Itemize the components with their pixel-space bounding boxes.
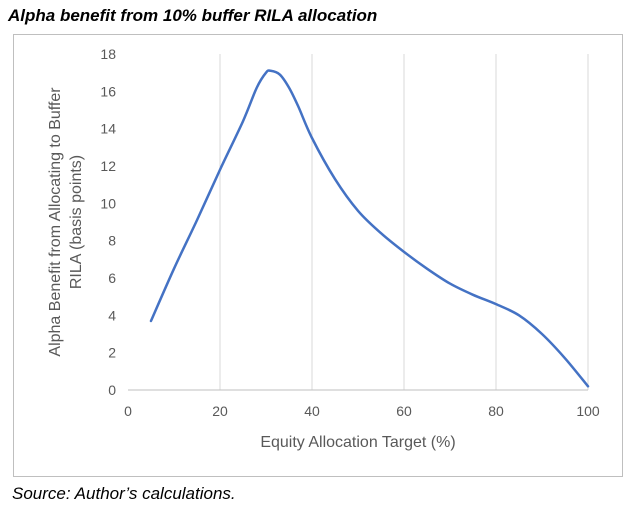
source-note: Source: Author’s calculations. [12,484,236,503]
y-tick-label-0: 0 [108,382,116,398]
y-axis-label-line-1: Alpha Benefit from Allocating to Buffer [47,87,64,357]
y-tick-label-18: 18 [100,46,116,62]
axes: 0 2 4 6 8 10 12 14 16 18 0 20 40 60 80 100 [100,46,599,419]
chart-frame: 0 2 4 6 8 10 12 14 16 18 0 20 40 60 80 100 Equity Alloc… [13,34,623,477]
y-tick-label-12: 12 [100,158,116,174]
series-line-0 [149,69,590,388]
x-tick-label-60: 60 [396,403,412,419]
line-chart: 0 2 4 6 8 10 12 14 16 18 0 20 40 60 80 100 Equity Alloc… [47,46,600,451]
y-tick-label-14: 14 [100,121,116,137]
y-tick-label-16: 16 [100,83,116,99]
x-tick-label-40: 40 [304,403,320,419]
x-tick-label-20: 20 [212,403,228,419]
y-tick-label-4: 4 [108,307,116,323]
y-tick-label-2: 2 [108,345,116,361]
y-tick-label-6: 6 [108,270,116,286]
y-tick-label-10: 10 [100,195,116,211]
axis-labels: Equity Allocation Target (%) Alpha Benefi… [47,87,456,451]
x-axis-label: Equity Allocation Target (%) [260,434,455,451]
y-tick-label-8: 8 [108,233,116,249]
x-tick-label-0: 0 [124,403,132,419]
y-axis-label-line-2: RILA (basis points) [68,155,85,289]
series-layer [149,69,590,388]
y-axis-label: Alpha Benefit from Allocating to Buffer R… [47,87,85,357]
x-tick-label-80: 80 [488,403,504,419]
x-tick-label-100: 100 [576,403,600,419]
gridlines [219,54,589,390]
figure-title: Alpha benefit from 10% buffer RILA alloc… [8,6,378,25]
